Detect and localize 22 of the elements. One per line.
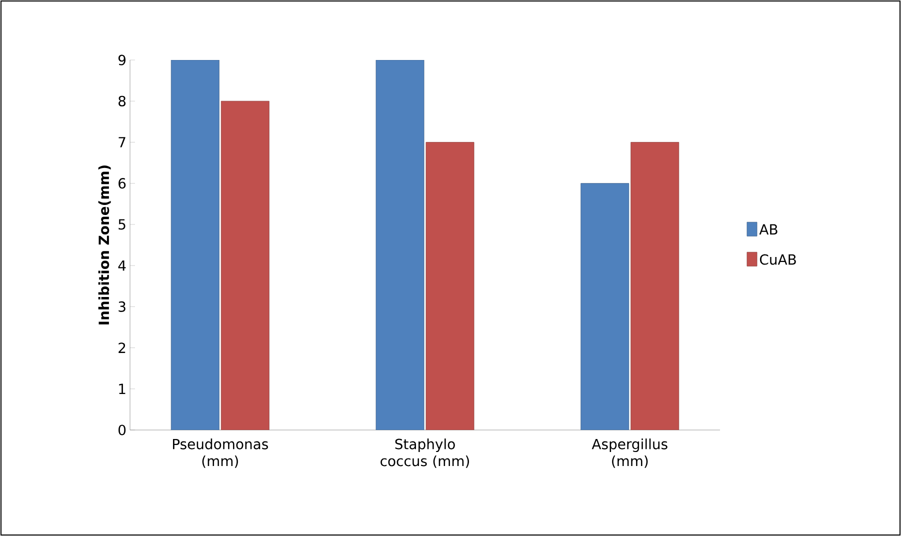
bar: [170, 60, 220, 430]
bar: [426, 142, 474, 430]
bar: [220, 100, 270, 430]
y-tick-label: 2: [118, 342, 126, 353]
y-tick-label: 4: [118, 260, 126, 271]
y-tick-label: 8: [118, 96, 126, 106]
x-tick-label: Pseudomonas (mm): [173, 438, 268, 468]
y-tick-label: 3: [118, 301, 126, 312]
x-tick-label: Aspergillus (mm): [592, 438, 668, 468]
bar: [580, 183, 630, 430]
y-tick-label: 7: [118, 137, 126, 148]
y-axis-title: Inhibition Zone(mm): [98, 166, 111, 324]
legend-label: CuAB: [760, 254, 796, 265]
y-tick-label: 0: [118, 424, 126, 436]
y-tick-label: 5: [118, 219, 126, 230]
bar: [376, 60, 424, 430]
y-tick-label: 1: [119, 384, 126, 394]
legend-label: AB: [759, 224, 778, 234]
y-tick-label: 9: [118, 54, 126, 66]
x-tick-label: Staphylo coccus (mm): [380, 438, 469, 468]
y-tick-label: 6: [118, 178, 126, 189]
bar: [630, 142, 680, 430]
